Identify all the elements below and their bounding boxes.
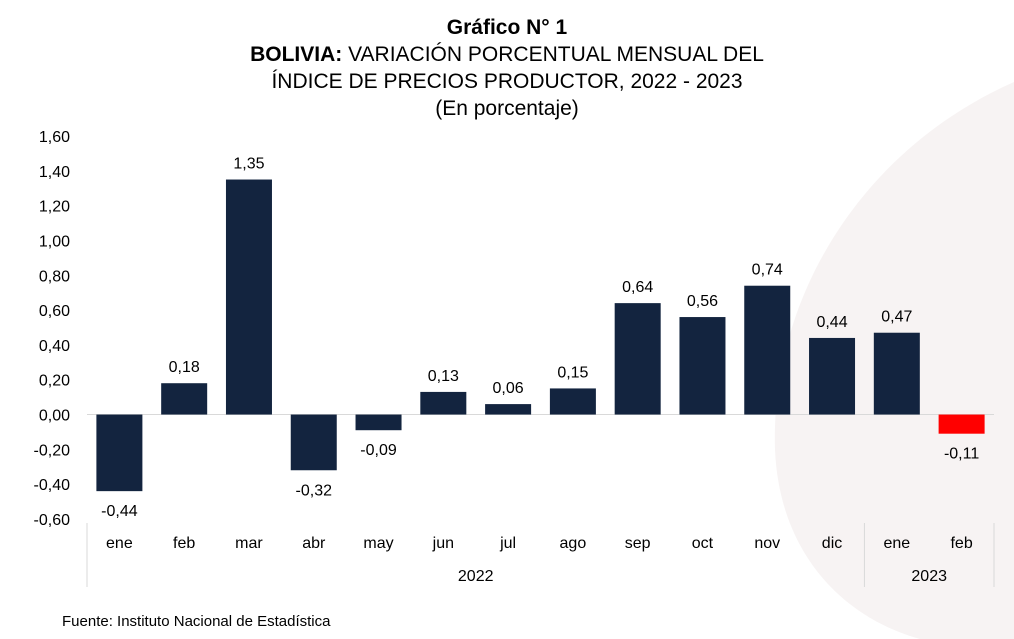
y-tick-label: 1,40 [39, 164, 70, 181]
source-note: Fuente: Instituto Nacional de Estadístic… [62, 613, 331, 630]
bar-may-4 [355, 414, 402, 431]
data-label: 0,15 [557, 364, 588, 381]
bar-abr-3 [290, 414, 337, 471]
bar-jul-6 [485, 404, 532, 415]
data-label: 0,56 [687, 293, 718, 310]
chart-units: (En porcentaje) [435, 97, 579, 120]
y-tick-label: 1,00 [39, 233, 70, 250]
x-tick-label: ago [560, 535, 587, 552]
data-label: 0,13 [428, 368, 459, 385]
data-label: -0,44 [101, 503, 138, 520]
y-tick-label: 1,60 [39, 129, 70, 146]
data-label: -0,32 [296, 482, 333, 499]
y-tick-label: 0,40 [39, 338, 70, 355]
bar-ene-0 [96, 414, 143, 492]
y-tick-label: 1,20 [39, 199, 70, 216]
x-tick-label: nov [754, 535, 780, 552]
y-tick-label: -0,60 [34, 512, 71, 529]
y-tick-label: 0,20 [39, 373, 70, 390]
chart-title-block: Gráfico N° 1 BOLIVIA: VARIACIÓN PORCENTU… [0, 14, 1014, 122]
chart-title-country: BOLIVIA: [250, 43, 343, 66]
y-tick-label: 0,60 [39, 303, 70, 320]
y-tick-label: -0,40 [34, 477, 71, 494]
data-label: 0,18 [169, 359, 200, 376]
y-tick-label: 0,00 [39, 408, 70, 425]
bar-feb-1 [161, 383, 208, 415]
bar-dic-11 [809, 337, 856, 415]
group-label-2022: 2022 [458, 568, 494, 585]
bar-ago-7 [549, 388, 596, 415]
data-label: 0,64 [622, 279, 653, 296]
data-label: 0,74 [752, 262, 783, 279]
x-tick-label: mar [235, 535, 263, 552]
chart-title-line1: BOLIVIA: VARIACIÓN PORCENTUAL MENSUAL DE… [0, 41, 1014, 68]
y-tick-label: 0,80 [39, 268, 70, 285]
data-label: 0,47 [881, 309, 912, 326]
bar-oct-9 [679, 317, 726, 415]
x-tick-label: sep [625, 535, 651, 552]
chart-title-line2: ÍNDICE DE PRECIOS PRODUCTOR, 2022 - 2023 [271, 70, 743, 93]
bar-jun-5 [420, 391, 467, 415]
data-label: 0,44 [816, 314, 847, 331]
bar-nov-10 [744, 285, 791, 415]
data-label: 1,35 [233, 156, 264, 173]
y-tick-label: -0,20 [34, 442, 71, 459]
x-tick-label: ene [883, 535, 910, 552]
x-tick-label: feb [950, 535, 972, 552]
x-tick-label: oct [692, 535, 714, 552]
bar-feb-13 [938, 414, 985, 434]
group-label-2023: 2023 [911, 568, 947, 585]
data-label: 0,06 [493, 380, 524, 397]
chart-number: Gráfico N° 1 [446, 16, 568, 39]
data-label: -0,11 [944, 446, 979, 463]
x-tick-label: jun [432, 535, 454, 552]
bar-sep-8 [614, 303, 661, 415]
bar-mar-2 [225, 179, 272, 415]
chart-title-rest: VARIACIÓN PORCENTUAL MENSUAL DEL [342, 43, 764, 66]
x-tick-label: may [363, 535, 393, 552]
data-label: -0,09 [360, 442, 397, 459]
x-tick-label: dic [822, 535, 842, 552]
bar-ene-12 [873, 332, 920, 415]
x-tick-label: feb [173, 535, 195, 552]
x-tick-label: ene [106, 535, 133, 552]
x-tick-label: jul [499, 535, 516, 552]
x-tick-label: abr [302, 535, 326, 552]
